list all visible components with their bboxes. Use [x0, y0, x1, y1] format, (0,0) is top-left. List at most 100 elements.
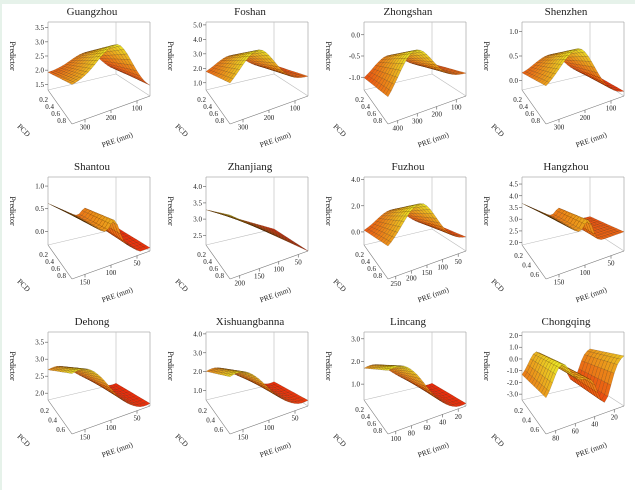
box-edge: [521, 228, 591, 246]
box-edge: [521, 383, 591, 401]
z-axis-label: Predictor: [482, 196, 491, 226]
pre-tick-label: 300: [412, 118, 423, 126]
pcd-tick-label: 0.6: [56, 426, 65, 434]
pcd-axis-label: PCD: [15, 122, 32, 139]
z-axis-label: Predictor: [8, 41, 17, 71]
box-edge: [363, 73, 433, 91]
pcd-tick-label: 0.2: [198, 407, 207, 415]
surface-facet: [143, 401, 151, 406]
pre-tick-label: 40: [439, 418, 447, 426]
z-axis-label: Predictor: [8, 351, 17, 381]
pcd-tick-label: 0.8: [57, 272, 66, 280]
z-tick-label: -3.0: [507, 391, 519, 399]
pre-tick-label: 250: [391, 280, 402, 288]
response-surface: [363, 364, 467, 407]
pre-tick-label: 400: [393, 125, 404, 133]
pcd-tick-label: 0.6: [367, 110, 376, 118]
surface-panel-foshan: Foshan 1.0 2.0 3.0 4.0 5.0 Predictor 0.20.40.60…: [166, 6, 309, 149]
pre-tick-label: 300: [238, 123, 249, 131]
response-surface: [205, 209, 309, 252]
pcd-tick-label: 0.2: [39, 96, 48, 104]
pre-tick-label: 150: [422, 269, 433, 277]
box-edge: [521, 73, 591, 91]
z-tick-label: 2.0: [35, 390, 44, 398]
z-tick-label: 1.0: [509, 28, 518, 36]
surface-panel-lincang: Lincang 1.0 2.0 3.0 Predictor 0.20.40.60.8 PCD…: [324, 316, 467, 459]
pcd-axis-line: [521, 244, 547, 280]
pre-tick-label: 100: [451, 104, 462, 112]
pre-tick-label: 100: [264, 424, 275, 432]
z-tick-label: 2.0: [509, 332, 518, 340]
panel-title: Zhongshan: [384, 6, 433, 18]
surface-panel-xishuangbanna: Xishuangbanna 1.0 2.0 3.0 4.0 Predictor 0.2 0.4…: [166, 316, 309, 459]
pcd-axis-line: [205, 399, 231, 435]
z-tick-label: 3.0: [35, 356, 44, 364]
pre-tick-label: 50: [292, 415, 300, 423]
z-tick-label: -1.0: [507, 367, 519, 375]
z-tick-label: -1.0: [349, 74, 361, 82]
surface-facet: [459, 401, 467, 406]
z-axis-label: Predictor: [324, 351, 333, 381]
surface-panel-hangzhou: Hangzhou 2.0 2.5 3.0 3.5 4.0 4.5 Predictor 0.2 0.…: [482, 161, 625, 305]
pcd-tick-label: 0.2: [197, 251, 206, 259]
pcd-axis-label: PCD: [173, 277, 190, 294]
panel-title: Shantou: [74, 161, 111, 173]
pre-tick-label: 100: [274, 266, 285, 274]
pcd-tick-label: 0.8: [373, 117, 382, 125]
pcd-axis-label: PCD: [331, 277, 348, 294]
pcd-tick-label: 0.4: [206, 417, 215, 425]
z-tick-label: 0.0: [509, 355, 518, 363]
surface-facet: [617, 355, 625, 360]
pre-tick-label: 20: [611, 414, 619, 422]
pre-tick-label: 100: [580, 269, 591, 277]
pre-axis-line: [387, 95, 467, 125]
pcd-axis-label: PCD: [173, 122, 190, 139]
pcd-tick-label: 0.4: [519, 103, 528, 111]
pcd-tick-label: 0.4: [45, 103, 54, 111]
pcd-axis-line: [205, 244, 231, 280]
z-tick-label: 4.0: [193, 36, 202, 44]
pre-axis-label: PRE (mm): [574, 285, 608, 305]
z-axis-label: Predictor: [166, 196, 175, 226]
z-tick-label: 4.0: [351, 176, 360, 184]
z-tick-label: 4.0: [193, 330, 202, 338]
panel-title: Foshan: [234, 6, 266, 18]
response-surface: [521, 203, 625, 240]
z-tick-label: 2.0: [35, 67, 44, 75]
z-tick-label: 4.0: [509, 192, 518, 200]
top-border-strip: [0, 0, 635, 4]
pcd-tick-label: 0.4: [522, 262, 531, 270]
surface-panel-shenzhen: Shenzhen 0.0 0.5 1.0 Predictor 0.20.40.60.8 PC…: [482, 6, 625, 149]
pcd-tick-label: 0.6: [367, 265, 376, 273]
pcd-tick-label: 0.2: [514, 252, 523, 260]
pcd-tick-label: 0.2: [355, 251, 364, 259]
z-axis-label: Predictor: [8, 196, 17, 226]
pcd-axis-line: [363, 89, 389, 125]
z-tick-label: 3.0: [193, 50, 202, 58]
response-surface: [205, 49, 309, 84]
pcd-tick-label: 0.4: [361, 413, 370, 421]
box-edge: [115, 73, 151, 97]
pcd-tick-label: 0.2: [355, 96, 364, 104]
pcd-tick-label: 0.8: [215, 117, 224, 125]
pcd-tick-label: 0.6: [209, 110, 218, 118]
z-tick-label: 3.0: [509, 216, 518, 224]
box-edge: [205, 228, 275, 246]
pre-tick-label: 80: [552, 435, 560, 443]
pcd-axis-label: PCD: [331, 122, 348, 139]
pcd-tick-label: 0.2: [39, 251, 48, 259]
pre-axis-label: PRE (mm): [100, 130, 134, 150]
response-surface: [363, 49, 467, 97]
z-tick-label: 3.5: [35, 24, 44, 32]
panel-title: Fuzhou: [392, 161, 426, 173]
pcd-tick-label: 0.4: [45, 258, 54, 266]
pre-tick-label: 20: [455, 413, 463, 421]
pre-tick-label: 200: [580, 114, 591, 122]
pre-tick-label: 50: [134, 415, 142, 423]
z-tick-label: 2.5: [35, 373, 44, 381]
pcd-tick-label: 0.2: [40, 407, 49, 415]
z-tick-label: 3.0: [193, 349, 202, 357]
pcd-axis-label: PCD: [173, 432, 190, 449]
pcd-axis-label: PCD: [15, 432, 32, 449]
